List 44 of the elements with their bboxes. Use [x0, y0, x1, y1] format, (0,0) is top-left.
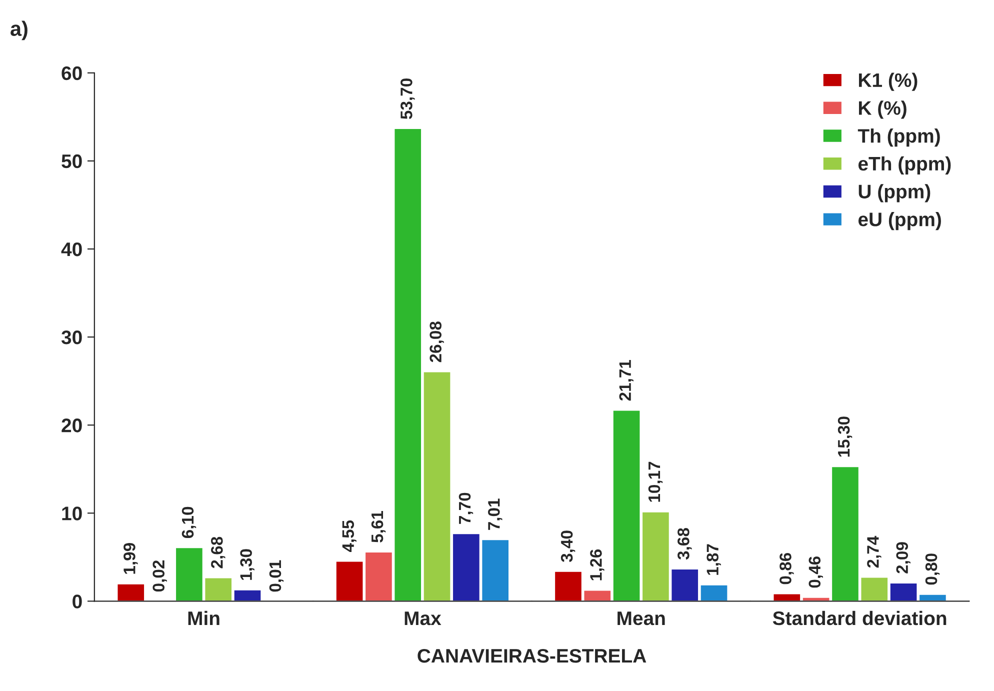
data-label: 5,61	[371, 510, 386, 542]
data-label: 1,26	[590, 549, 604, 580]
data-label: 0,46	[808, 556, 823, 588]
x-tick-label: Mean	[618, 612, 665, 626]
data-label: 0,02	[152, 560, 167, 592]
data-label: 3,40	[560, 530, 576, 562]
data-label: 2,74	[867, 536, 882, 568]
data-label: 0,80	[925, 554, 940, 585]
data-label: 4,55	[342, 520, 356, 552]
data-label: 53,70	[400, 78, 415, 120]
data-label: 1,99	[124, 543, 138, 574]
y-tick-label: 30	[61, 330, 82, 344]
y-tick-label: 0	[72, 594, 82, 608]
y-tick-label: 60	[62, 66, 82, 80]
bar	[116, 582, 146, 602]
x-tick-label: Min	[188, 610, 220, 625]
data-label: 26,08	[430, 322, 444, 362]
data-label: 2,09	[896, 542, 910, 574]
data-label: 1,30	[240, 549, 254, 580]
legend-label: U (ppm)	[858, 184, 930, 202]
text: a)	[10, 20, 28, 40]
x-tick-label: Standard deviation	[772, 610, 946, 626]
data-label: 7,01	[488, 498, 502, 530]
data-label: 7,70	[458, 492, 474, 524]
legend-label: K (%)	[858, 100, 906, 119]
legend-label: K1 (%)	[858, 72, 918, 91]
legend-label: eTh (ppm)	[858, 156, 951, 174]
data-label: 10,17	[648, 462, 663, 502]
y-tick-label: 40	[61, 242, 82, 256]
data-label: 0,86	[780, 552, 794, 584]
data-label: 2,68	[211, 536, 226, 568]
y-tick-label: 10	[62, 506, 82, 520]
legend-label: eU (ppm)	[858, 212, 941, 230]
legend-label: Th (ppm)	[858, 128, 940, 147]
y-tick-label: 20	[62, 418, 82, 432]
data-label: 1,87	[706, 544, 721, 575]
data-label: 21,71	[619, 360, 634, 401]
x-axis-title: CANAVIEIRAS-ESTRELA	[418, 648, 646, 663]
data-label: 0,01	[269, 560, 284, 592]
data-label: 15,30	[838, 416, 852, 457]
data-label: 6,10	[182, 506, 196, 538]
x-tick-label: Max	[404, 612, 442, 626]
data-label: 3,68	[678, 528, 692, 560]
y-tick-label: 50	[62, 154, 82, 168]
